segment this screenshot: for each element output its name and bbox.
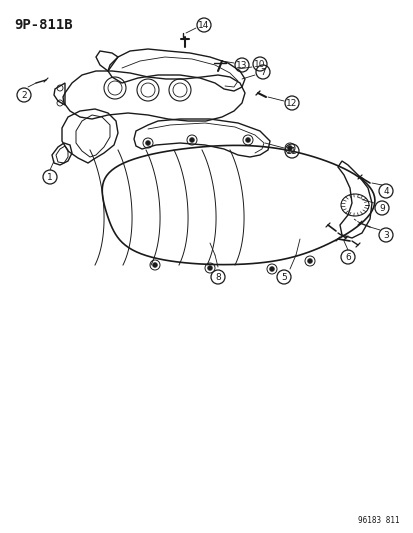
Text: 2: 2 xyxy=(21,91,27,100)
Circle shape xyxy=(287,146,292,150)
Circle shape xyxy=(152,262,157,268)
Circle shape xyxy=(145,141,150,146)
Text: 8: 8 xyxy=(215,272,221,281)
Text: 3: 3 xyxy=(382,230,388,239)
Text: 7: 7 xyxy=(259,68,265,77)
Text: 6: 6 xyxy=(344,253,350,262)
Circle shape xyxy=(269,266,274,271)
Text: 9P-811B: 9P-811B xyxy=(14,18,72,32)
Circle shape xyxy=(245,138,250,142)
Circle shape xyxy=(207,265,212,271)
Text: 5: 5 xyxy=(280,272,286,281)
Text: 14: 14 xyxy=(198,20,209,29)
Circle shape xyxy=(307,259,312,263)
Text: 12: 12 xyxy=(286,99,297,108)
Text: 10: 10 xyxy=(254,60,265,69)
Text: 13: 13 xyxy=(236,61,247,69)
Text: 11: 11 xyxy=(285,147,297,156)
Text: 1: 1 xyxy=(47,173,53,182)
Text: 9: 9 xyxy=(378,204,384,213)
Circle shape xyxy=(189,138,194,142)
Text: 4: 4 xyxy=(382,187,388,196)
Text: 96183 811: 96183 811 xyxy=(358,516,399,525)
